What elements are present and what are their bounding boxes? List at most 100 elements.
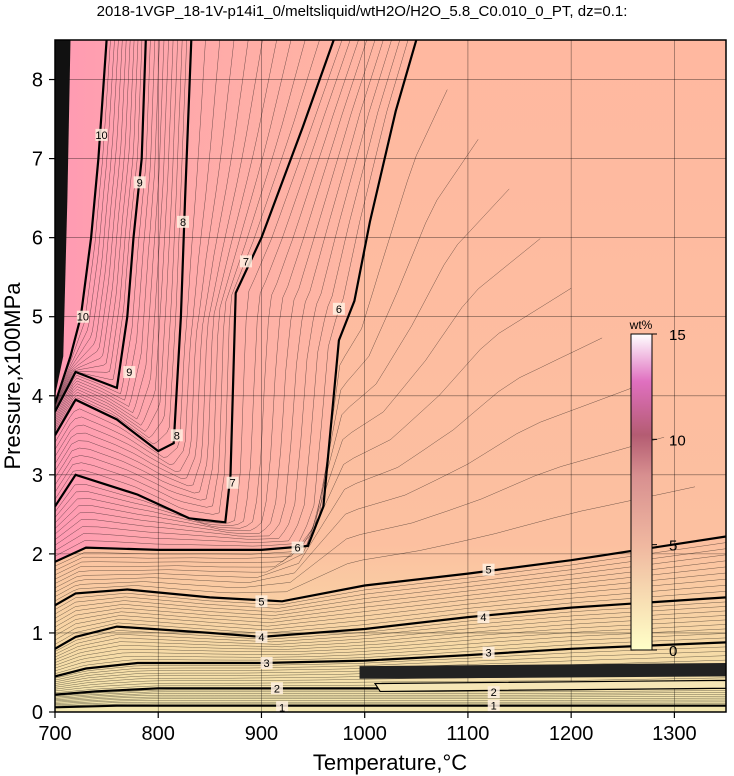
- thin-contour: [55, 692, 726, 699]
- colorbar-tick-label: 0: [669, 643, 677, 660]
- thin-contour: [55, 337, 603, 589]
- thin-contour: [55, 40, 127, 408]
- contour-line: [55, 40, 335, 524]
- thin-contour: [55, 633, 726, 672]
- colorbar: wt% 0 5 10 15: [629, 318, 686, 660]
- artifact-band-left: [55, 40, 71, 396]
- thin-contour: [55, 40, 174, 426]
- x-axis-ticks: 700 800 900 1000 1100 1200 1300: [38, 712, 697, 745]
- thin-contour: [55, 542, 726, 610]
- thin-contour: [55, 486, 696, 602]
- contour-labels: 1 1 2 2 3 3 4 4 5 5 6 6 7 7 8 8 9 9 10 10: [76, 128, 500, 714]
- thin-contour: [55, 619, 726, 663]
- thin-contour: [55, 40, 135, 410]
- contour-label-bg: [133, 176, 146, 189]
- colorbar-unit: wt%: [629, 318, 653, 332]
- contour-label: 8: [180, 217, 186, 229]
- thin-contour: [55, 40, 131, 409]
- contour-label: 2: [491, 687, 497, 699]
- thin-contour: [55, 697, 726, 703]
- plot-frame: [54, 39, 727, 713]
- thin-contour: [55, 690, 726, 698]
- thin-contour: [55, 40, 409, 557]
- thin-contour: [55, 40, 351, 526]
- thin-contour: [55, 637, 726, 674]
- thin-contour: [55, 572, 726, 632]
- contour-line: [55, 704, 726, 709]
- y-tick-label: 1: [32, 623, 43, 645]
- thin-contour: [55, 554, 726, 619]
- contour-label: 4: [480, 612, 486, 624]
- y-tick-label: 8: [32, 70, 43, 92]
- thin-contour: [55, 40, 178, 432]
- thin-contour: [55, 40, 263, 487]
- thin-contour: [55, 606, 726, 655]
- thin-contour: [55, 40, 384, 540]
- x-tick-label: 1100: [446, 723, 489, 745]
- y-axis-ticks: 0 1 2 3 4 5 6 7 8: [32, 70, 55, 724]
- contour-label: 3: [264, 658, 270, 670]
- contour-label-bg: [76, 310, 89, 323]
- contour-line: [55, 535, 726, 607]
- thin-contour: [55, 40, 392, 546]
- artifact-band-dark: [359, 662, 726, 679]
- thin-contour: [55, 40, 160, 419]
- x-tick-label: 700: [38, 723, 71, 745]
- thin-contour: [55, 287, 572, 584]
- thin-contour: [55, 40, 111, 405]
- contour-label-bg: [332, 302, 345, 315]
- thin-contour: [55, 40, 306, 508]
- thin-contour: [55, 436, 665, 597]
- thin-contour: [55, 655, 726, 683]
- colorbar-tick-label: 5: [669, 538, 677, 555]
- contour-label: 4: [258, 632, 264, 644]
- chart-title: 2018-1VGP_18-1V-p14i1_0/meltsliquid/wtH2…: [97, 3, 628, 20]
- contour-label-bg: [226, 476, 239, 489]
- contour-label: 1: [279, 702, 285, 714]
- thin-contour: [55, 701, 726, 705]
- contour-label: 7: [243, 256, 249, 268]
- y-tick-label: 7: [32, 149, 43, 171]
- contour-label-bg: [291, 541, 304, 554]
- thin-contour: [55, 578, 726, 636]
- thin-contour: [55, 40, 119, 407]
- colorbar-ramp: [630, 333, 653, 651]
- contour-label-bg: [487, 699, 500, 712]
- y-tick-label: 2: [32, 544, 43, 566]
- contour-label-bg: [170, 429, 183, 442]
- thin-contour: [55, 615, 726, 661]
- thin-contour: [55, 651, 726, 681]
- thin-contour: [55, 694, 726, 700]
- thin-contour: [55, 40, 249, 480]
- contour-label: 6: [295, 543, 301, 555]
- contour-label: 3: [486, 648, 492, 660]
- thin-contour: [55, 646, 726, 679]
- contour-label-bg: [255, 595, 268, 608]
- contour-label: 5: [486, 565, 492, 577]
- x-tick-label: 1300: [652, 723, 697, 745]
- thin-contour: [55, 40, 401, 551]
- thin-contour: [55, 40, 165, 422]
- contour-label: 10: [95, 130, 107, 142]
- y-tick-label: 4: [32, 386, 43, 408]
- contour-label-bg: [487, 686, 500, 699]
- contour-label-bg: [260, 656, 273, 669]
- x-tick-label: 1000: [342, 723, 387, 745]
- colorbar-tick-label: 15: [669, 327, 686, 344]
- contour-line: [55, 40, 147, 413]
- contour-label: 10: [77, 312, 89, 324]
- thin-contours: [55, 40, 726, 707]
- thin-contour: [55, 628, 726, 669]
- x-axis-label: Temperature,°C: [313, 750, 467, 775]
- thin-contour: [55, 40, 376, 535]
- thin-contour: [55, 40, 169, 424]
- plot-area: 1 1 2 2 3 3 4 4 5 5 6 6 7 7 8 8 9 9 10 10: [55, 40, 726, 714]
- artifact-band-light: [373, 679, 726, 693]
- thin-contour: [55, 40, 292, 501]
- thin-contour: [55, 40, 123, 407]
- contour-label: 2: [274, 683, 280, 695]
- thin-contour: [55, 40, 368, 532]
- thin-contour: [55, 40, 221, 465]
- contour-label: 7: [229, 478, 235, 490]
